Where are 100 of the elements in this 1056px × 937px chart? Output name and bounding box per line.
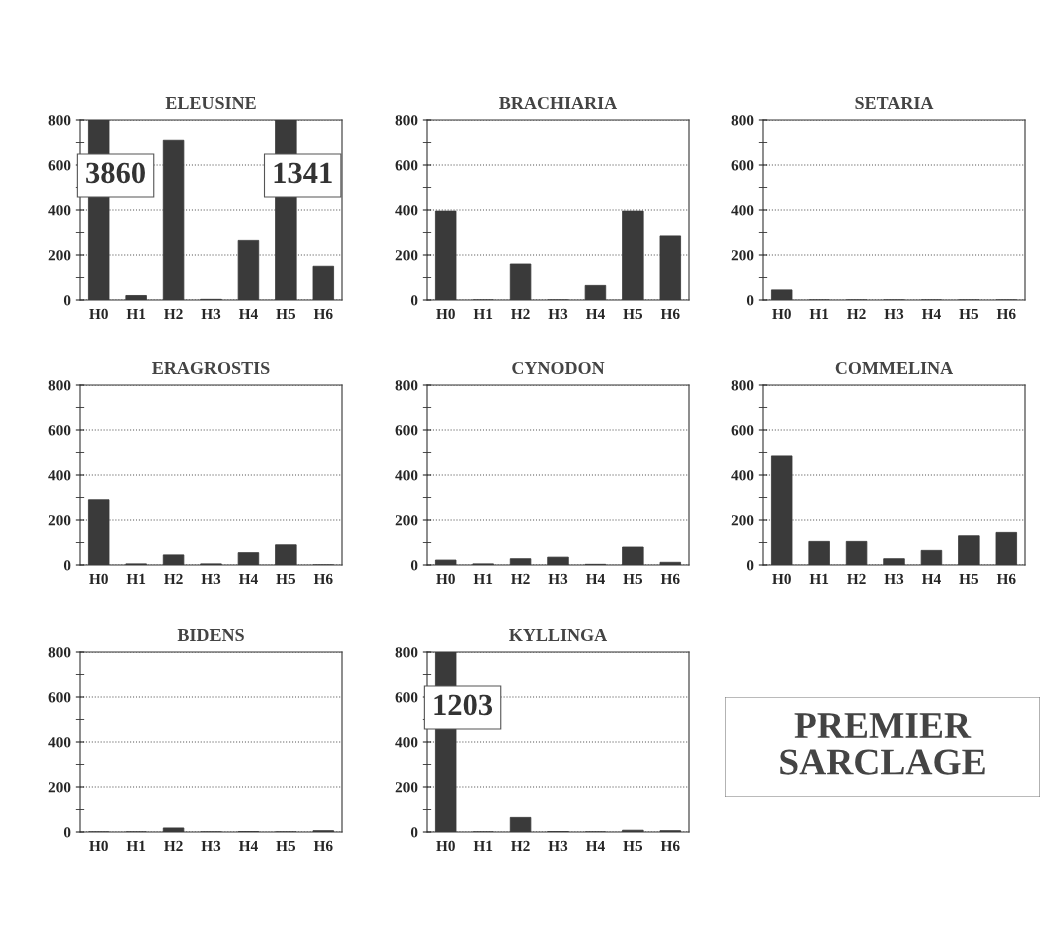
x-tick-label: H2 <box>847 308 866 319</box>
x-tick-label: H0 <box>89 573 108 585</box>
x-tick-label: H2 <box>847 573 866 584</box>
x-tick-label: H5 <box>959 308 979 320</box>
x-tick-label: H4 <box>238 840 258 851</box>
y-tick-label: 400 <box>395 205 418 216</box>
y-tick-label: 400 <box>395 737 418 748</box>
x-tick-label: H5 <box>623 308 643 320</box>
y-tick-label: 0 <box>410 560 418 571</box>
y-tick-label: 600 <box>48 692 71 703</box>
y-tick-label: 600 <box>731 425 754 436</box>
chart-title: BIDENS <box>177 628 244 642</box>
x-tick-label: H3 <box>884 573 904 585</box>
x-tick-label: H3 <box>884 308 904 320</box>
annotation: 3860 <box>86 162 145 184</box>
x-tick-label: H3 <box>201 573 221 585</box>
x-tick-label: H5 <box>623 573 643 585</box>
x-tick-label: H4 <box>585 573 605 584</box>
y-tick-label: 400 <box>731 470 754 481</box>
x-tick-label: H6 <box>996 308 1016 320</box>
x-tick-label: H0 <box>772 308 791 320</box>
y-tick-label: 0 <box>746 295 754 306</box>
x-tick-label: H6 <box>660 308 680 320</box>
x-tick-label: H1 <box>473 840 493 851</box>
x-tick-label: H2 <box>164 840 183 851</box>
y-tick-label: 400 <box>395 470 418 481</box>
chart-title: ERAGROSTIS <box>152 361 270 375</box>
x-tick-label: H1 <box>809 573 829 584</box>
y-tick-label: 800 <box>48 647 71 658</box>
x-tick-label: H4 <box>585 308 605 319</box>
y-tick-label: 600 <box>48 425 71 436</box>
y-tick-label: 200 <box>48 250 71 261</box>
x-tick-label: H5 <box>959 573 979 585</box>
y-tick-label: 200 <box>731 250 754 261</box>
x-tick-label: H3 <box>201 308 221 320</box>
y-tick-label: 600 <box>48 160 71 171</box>
y-tick-label: 400 <box>731 205 754 216</box>
x-tick-label: H2 <box>511 573 530 584</box>
chart-title: SETARIA <box>855 96 934 110</box>
x-tick-label: H1 <box>126 573 146 584</box>
x-tick-label: H6 <box>313 308 333 320</box>
y-tick-label: 400 <box>48 470 71 481</box>
x-tick-label: H4 <box>921 308 941 319</box>
y-tick-label: 800 <box>395 115 418 126</box>
x-tick-label: H3 <box>201 840 221 852</box>
y-tick-label: 0 <box>410 295 418 306</box>
annotation: 1203 <box>434 694 493 716</box>
chart-title: COMMELINA <box>835 361 954 375</box>
x-tick-label: H6 <box>996 573 1016 585</box>
annotation: 1341 <box>274 162 332 184</box>
chart-title: ELEUSINE <box>165 96 256 110</box>
y-tick-label: 800 <box>48 115 71 126</box>
y-tick-label: 800 <box>395 380 418 391</box>
y-tick-label: 600 <box>395 160 418 171</box>
x-tick-label: H0 <box>772 573 791 585</box>
x-tick-label: H5 <box>623 840 643 852</box>
x-tick-label: H0 <box>436 840 455 852</box>
y-tick-label: 800 <box>48 380 71 391</box>
y-tick-label: 200 <box>731 515 754 526</box>
y-tick-label: 0 <box>63 560 71 571</box>
x-tick-label: H2 <box>164 573 183 584</box>
y-tick-label: 0 <box>410 827 418 838</box>
x-tick-label: H4 <box>921 573 941 584</box>
x-tick-label: H5 <box>276 308 296 320</box>
y-tick-label: 600 <box>395 425 418 436</box>
x-tick-label: H1 <box>809 308 829 319</box>
x-tick-label: H1 <box>473 308 493 319</box>
x-tick-label: H4 <box>585 840 605 851</box>
chart-title: KYLLINGA <box>509 628 608 642</box>
y-tick-label: 0 <box>63 827 71 838</box>
chart-title: CYNODON <box>512 361 605 375</box>
x-tick-label: H2 <box>511 308 530 319</box>
y-tick-label: 600 <box>731 160 754 171</box>
x-tick-label: H4 <box>238 573 258 584</box>
x-tick-label: H3 <box>548 308 568 320</box>
y-tick-label: 200 <box>395 782 418 793</box>
y-tick-label: 0 <box>746 560 754 571</box>
x-tick-label: H1 <box>473 573 493 584</box>
chart-title: BRACHIARIA <box>499 96 618 110</box>
x-tick-label: H1 <box>126 840 146 851</box>
x-tick-label: H6 <box>660 840 680 852</box>
x-tick-label: H1 <box>126 308 146 319</box>
x-tick-label: H6 <box>313 840 333 852</box>
y-tick-label: 400 <box>48 737 71 748</box>
x-tick-label: H6 <box>660 573 680 585</box>
x-tick-label: H0 <box>436 308 455 320</box>
y-tick-label: 800 <box>395 647 418 658</box>
y-tick-label: 400 <box>48 205 71 216</box>
y-tick-label: 200 <box>48 515 71 526</box>
x-tick-label: H4 <box>238 308 258 319</box>
x-tick-label: H5 <box>276 840 296 852</box>
x-tick-label: H0 <box>89 308 108 320</box>
x-tick-label: H0 <box>436 573 455 585</box>
x-tick-label: H5 <box>276 573 296 585</box>
x-tick-label: H0 <box>89 840 108 852</box>
x-tick-label: H3 <box>548 840 568 852</box>
y-tick-label: 800 <box>731 380 754 391</box>
text: PREMIER SARCLAGE <box>780 713 985 775</box>
y-tick-label: 200 <box>395 515 418 526</box>
x-tick-label: H3 <box>548 573 568 585</box>
